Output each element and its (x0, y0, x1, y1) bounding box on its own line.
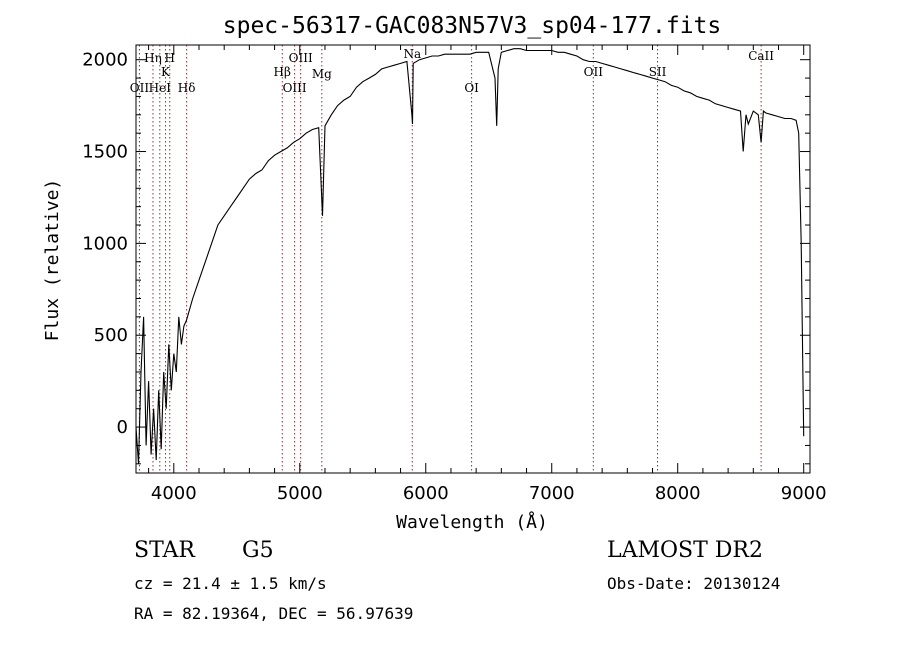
x-tick-label-0: 4000 (151, 483, 197, 504)
spectral-line-label-2: HeI (149, 81, 172, 95)
object-class: STAR (134, 538, 195, 563)
x-tick-label-1: 5000 (277, 483, 323, 504)
spectral-line-label-8: OIII (289, 51, 313, 65)
spectral-line-label-6: Hβ (274, 65, 291, 79)
y-axis-label: Flux (relative) (42, 179, 63, 342)
spectral-line-label-11: OI (464, 81, 479, 95)
plot-frame (135, 44, 811, 474)
y-tick-label-1: 500 (94, 325, 128, 346)
spectral-line-label-13: SII (649, 65, 667, 79)
obs-date: Obs-Date: 20130124 (607, 574, 781, 593)
y-tick-label-2: 1000 (82, 233, 128, 254)
axes: 4000 5000 6000 7000 8000 9000 0 500 1000 1500 2000 (82, 45, 827, 504)
y-tick-label-3: 1500 (82, 142, 128, 163)
chart-title: spec-56317-GAC083N57V3_sp04-177.fits (223, 13, 722, 39)
spectral-line-label-10: Na (403, 47, 421, 61)
subclass: G5 (242, 538, 274, 563)
spectral-line-label-0: OII (130, 81, 150, 95)
spectral-line-label-1: Hη (144, 51, 162, 65)
spectral-line-label-9: Mg (312, 67, 332, 81)
spectral-line-label-5: Hδ (178, 81, 196, 95)
x-tick-label-2: 6000 (403, 483, 449, 504)
coordinates: RA = 82.19364, DEC = 56.97639 (134, 604, 414, 623)
y-tick-label-0: 0 (117, 417, 128, 438)
x-axis-label: Wavelength (Å) (396, 511, 548, 533)
spectral-line-label-12: OII (584, 65, 604, 79)
redshift-cz: cz = 21.4 ± 1.5 km/s (134, 574, 327, 593)
spectral-line-label-4: H (165, 51, 175, 65)
x-tick-label-5: 9000 (781, 483, 827, 504)
spectrum-line (135, 48, 805, 464)
spectral-line-label-7: OIII (283, 81, 307, 95)
spectral-line-label-14: CaII (748, 49, 774, 63)
spectral-line-label-3: K (161, 65, 171, 79)
survey-name: LAMOST DR2 (607, 538, 763, 563)
x-tick-label-3: 7000 (529, 483, 575, 504)
x-tick-label-4: 8000 (655, 483, 701, 504)
y-tick-label-4: 2000 (82, 50, 128, 71)
